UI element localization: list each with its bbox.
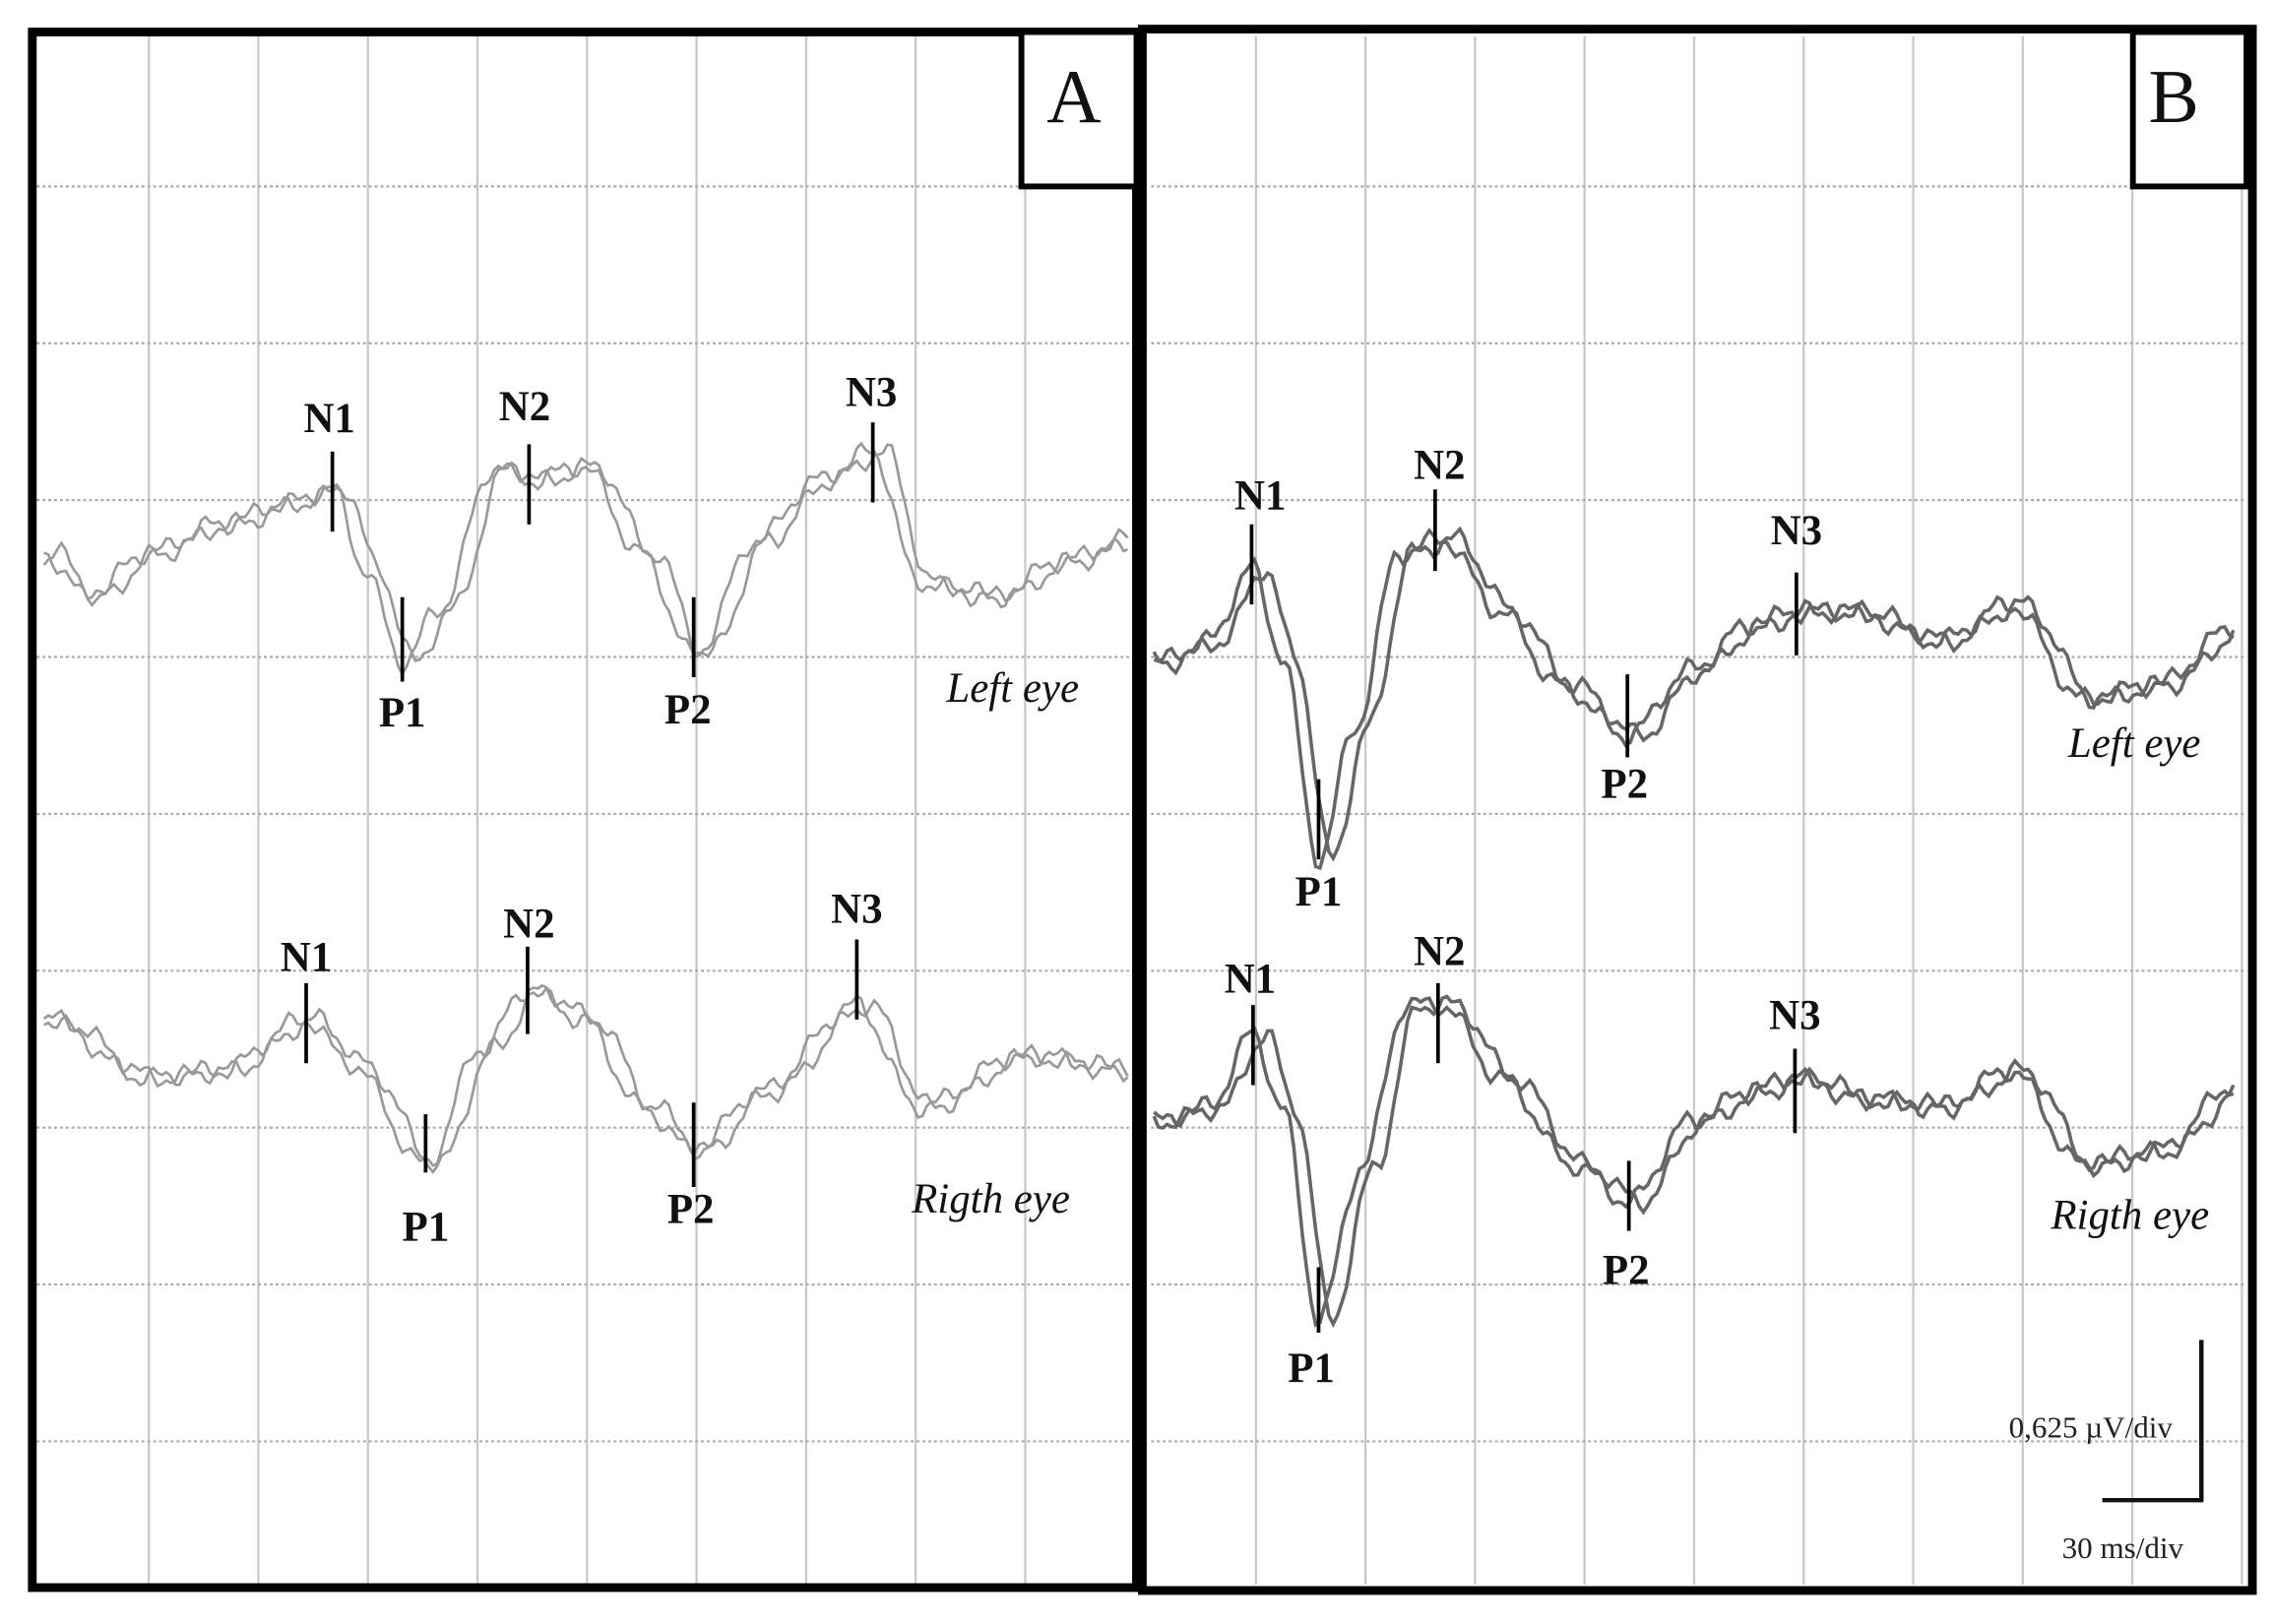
- peak-label: P1: [1295, 869, 1343, 915]
- peak-label: P2: [664, 687, 712, 733]
- peak-label: N2: [503, 901, 554, 947]
- peak-label: N3: [1771, 508, 1822, 554]
- peak-label: N1: [303, 396, 354, 442]
- peak-label: P1: [379, 690, 426, 736]
- traces: N1 P1 N2 P2 N3 Left eye N1 P1 N2 P2 N3 Rigth eye N1 P…: [42, 369, 2236, 1392]
- peak-label: N3: [846, 369, 897, 415]
- peak-label: N2: [1414, 442, 1465, 488]
- trace-label: Rigth eye: [2050, 1192, 2209, 1238]
- peak-label: P2: [1603, 1248, 1650, 1294]
- trace-label: Left eye: [945, 665, 1079, 712]
- peak-label: N1: [1225, 957, 1276, 1003]
- panel-label: B: [2148, 54, 2198, 139]
- waveform: [1153, 527, 2235, 871]
- panel-frame: [1137, 25, 2257, 1595]
- peak-label: P2: [1601, 761, 1648, 807]
- peak-label: N3: [1769, 993, 1820, 1039]
- waveform: [1153, 996, 2235, 1328]
- trace-label: Rigth eye: [911, 1176, 1070, 1222]
- peak-label: P1: [1288, 1345, 1335, 1392]
- peak-label: N2: [1414, 929, 1465, 975]
- grid: [36, 35, 2247, 1586]
- peak-label: N3: [831, 887, 882, 933]
- peak-label: N2: [499, 384, 550, 430]
- panel-frame: [28, 28, 1141, 1593]
- peak-label: P1: [403, 1204, 450, 1250]
- trace-label: Left eye: [2067, 720, 2201, 767]
- waveform: [1152, 526, 2236, 862]
- peak-label: N1: [1234, 472, 1286, 519]
- peak-label: P2: [667, 1187, 715, 1233]
- peak-label: N1: [281, 935, 332, 981]
- waveform: [42, 983, 1129, 1175]
- waveform: [42, 443, 1129, 663]
- horizontal-scale: 30 ms/div: [2062, 1530, 2184, 1565]
- waveform: [1152, 994, 2236, 1329]
- panel-label: A: [1046, 54, 1102, 139]
- vertical-scale: 0,625 µV/div: [2009, 1409, 2174, 1444]
- panel-label-box: [2129, 29, 2250, 190]
- panel-label-box: [1018, 29, 1140, 190]
